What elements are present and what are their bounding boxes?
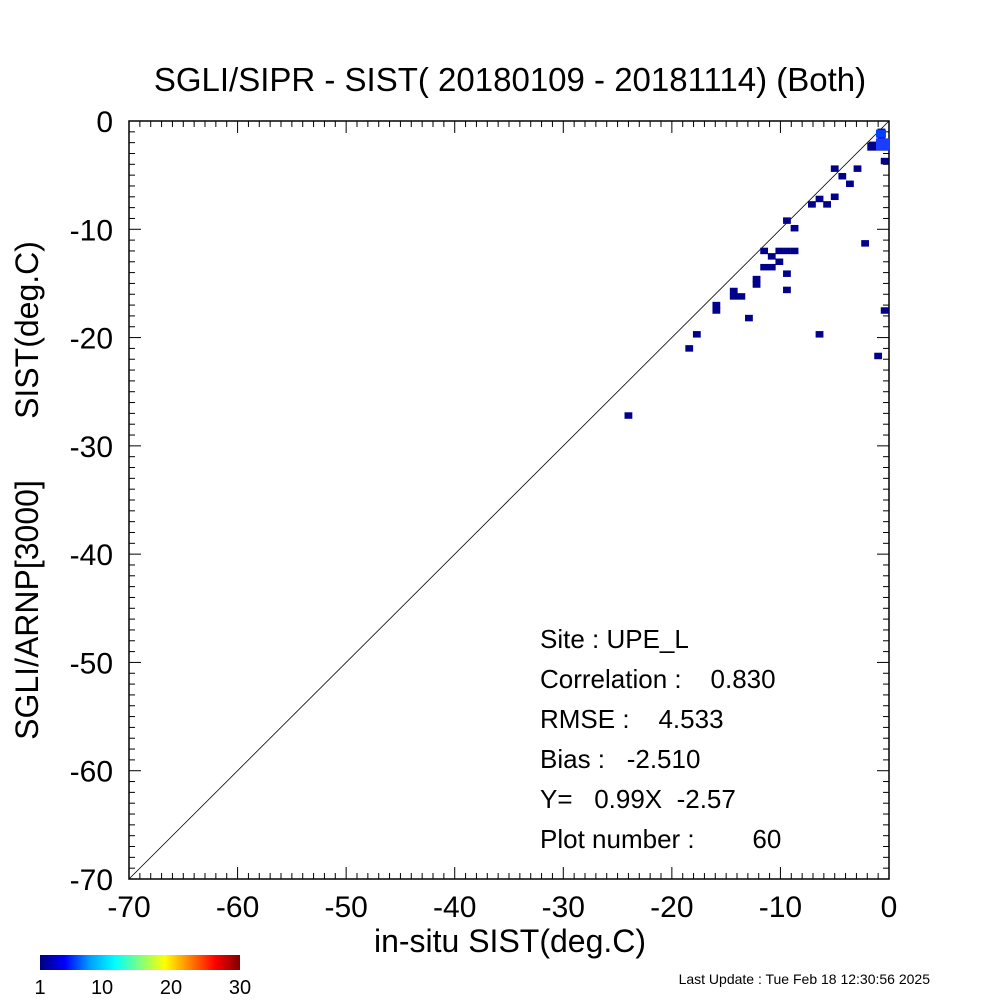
data-point [783, 217, 791, 224]
data-point [880, 307, 889, 314]
colorbar [40, 955, 240, 970]
y-tick-label: 0 [96, 106, 113, 139]
data-point [760, 247, 769, 255]
data-point [685, 345, 694, 352]
data-point [853, 165, 862, 172]
data-point [767, 253, 776, 260]
x-axis-label: in-situ SIST(deg.C) [374, 923, 646, 959]
x-tick-label: 0 [881, 891, 898, 924]
data-point [783, 286, 791, 294]
data-point [775, 258, 784, 266]
y-tick-label: -50 [70, 647, 113, 680]
data-point [861, 240, 870, 247]
data-point [712, 301, 721, 309]
y-tick-label: -70 [70, 864, 113, 897]
y-axis-label-line-1: SGLI/ARNP[3000] [9, 480, 45, 740]
data-point-dense [875, 138, 890, 151]
data-point [775, 247, 784, 255]
x-tick-label: -20 [650, 891, 693, 924]
stats-plot-number: Plot number : 60 [540, 824, 781, 854]
data-point [815, 331, 824, 338]
last-update-footer: Last Update : Tue Feb 18 12:30:56 2025 [679, 971, 931, 987]
data-point [880, 157, 889, 165]
x-tick-label: -70 [107, 891, 150, 924]
colorbar-tick-label: 30 [229, 977, 251, 999]
data-point [838, 172, 847, 180]
data-point [874, 352, 883, 360]
y-tick-label: -30 [70, 431, 113, 464]
data-point [729, 287, 738, 295]
data-point [760, 263, 769, 271]
data-point [692, 331, 701, 338]
data-point [823, 201, 832, 208]
data-point [712, 307, 721, 314]
x-tick-label: -10 [759, 891, 802, 924]
axis-ticks [128, 120, 890, 880]
y-tick-labels: -70 -60 -50 -40 -30 -20 -10 0 [70, 106, 113, 897]
stats-correlation: Correlation : 0.830 [540, 664, 776, 694]
data-point [767, 263, 776, 271]
data-point [624, 412, 633, 419]
data-point [737, 293, 746, 300]
data-point-dense [875, 129, 886, 138]
stats-box: Site : UPE_L Correlation : 0.830 RMSE : … [540, 624, 781, 854]
one-to-one-line [128, 120, 890, 880]
chart-title: SGLI/SIPR - SIST( 20180109 - 20181114) (… [154, 61, 866, 98]
data-point [830, 193, 839, 201]
data-point [783, 270, 791, 277]
y-axis-label-line-2: SIST(deg.C) [9, 241, 45, 419]
data-point [846, 180, 854, 188]
data-point [783, 247, 791, 255]
data-point [815, 195, 824, 203]
colorbar-tick-label: 20 [160, 977, 182, 999]
colorbar-tick-label: 1 [34, 977, 45, 999]
data-points [624, 128, 890, 419]
stats-site: Site : UPE_L [540, 624, 689, 654]
y-tick-label: -10 [70, 214, 113, 247]
data-point [752, 281, 761, 288]
colorbar-tick-labels: 1 10 20 30 [34, 977, 251, 999]
data-point [808, 201, 816, 208]
data-point [729, 293, 738, 300]
y-axis-label: SGLI/ARNP[3000] SIST(deg.C) [9, 241, 45, 740]
stats-equation: Y= 0.99X -2.57 [540, 784, 736, 814]
y-tick-label: -20 [70, 323, 113, 356]
x-tick-label: -50 [324, 891, 367, 924]
x-tick-label: -40 [433, 891, 476, 924]
colorbar-tick-label: 10 [91, 977, 113, 999]
stats-rmse: RMSE : 4.533 [540, 704, 724, 734]
x-tick-label: -30 [542, 891, 585, 924]
data-point [790, 224, 799, 232]
y-tick-label: -60 [70, 756, 113, 789]
stats-bias: Bias : -2.510 [540, 744, 700, 774]
data-point [745, 314, 753, 322]
data-point [752, 275, 761, 283]
x-tick-labels: -70 -60 -50 -40 -30 -20 -10 0 [107, 891, 897, 924]
x-tick-label: -60 [216, 891, 259, 924]
data-point [830, 165, 839, 172]
data-point [790, 247, 799, 255]
y-tick-label: -40 [70, 539, 113, 572]
